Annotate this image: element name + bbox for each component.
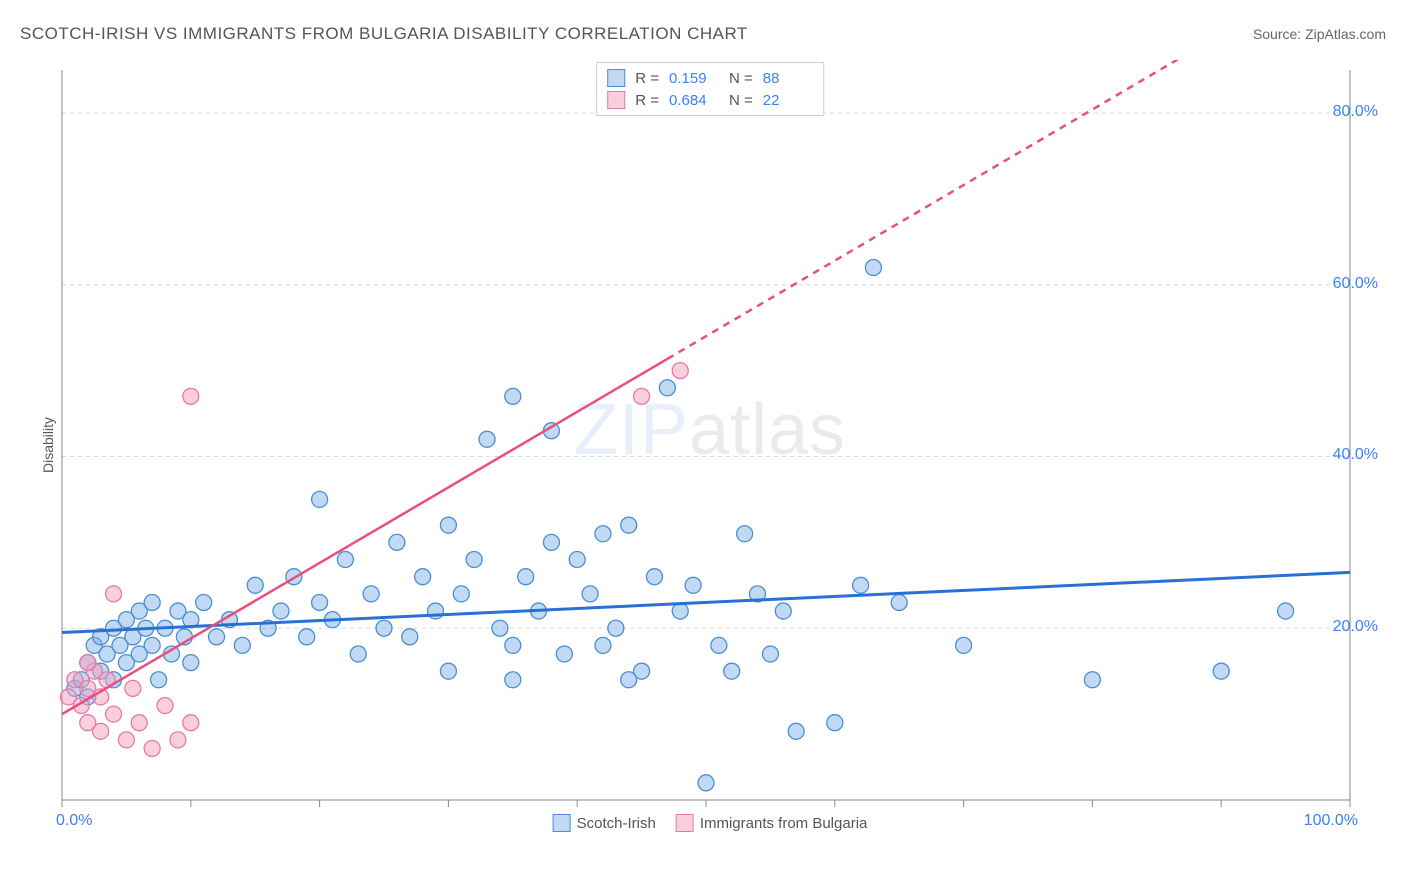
y-tick-label: 80.0%	[1333, 103, 1378, 121]
chart-area: Disability ZIPatlas R =0.159N =88R =0.68…	[50, 60, 1370, 830]
legend-item: Scotch-Irish	[553, 814, 656, 832]
stat-n-label: N =	[729, 92, 753, 109]
chart-source: Source: ZipAtlas.com	[1253, 26, 1386, 42]
stat-r-value: 0.684	[669, 92, 719, 109]
chart-title: SCOTCH-IRISH VS IMMIGRANTS FROM BULGARIA…	[20, 24, 748, 44]
series-legend: Scotch-Irish Immigrants from Bulgaria	[553, 814, 868, 832]
stat-n-value: 22	[763, 92, 813, 109]
y-tick-label: 20.0%	[1333, 618, 1378, 636]
stat-r-value: 0.159	[669, 70, 719, 87]
legend-item: Immigrants from Bulgaria	[676, 814, 868, 832]
x-tick-label: 100.0%	[1304, 812, 1358, 830]
stats-row: R = 0.159 N = 88	[607, 67, 813, 89]
x-tick-label: 0.0%	[56, 812, 92, 830]
scatter-plot	[50, 60, 1370, 830]
chart-header: SCOTCH-IRISH VS IMMIGRANTS FROM BULGARIA…	[20, 24, 1386, 44]
legend-swatch	[553, 814, 571, 832]
stat-r-label: R =	[635, 70, 659, 87]
y-tick-label: 40.0%	[1333, 446, 1378, 464]
stats-row: R = 0.684 N = 22	[607, 89, 813, 111]
stat-n-label: N =	[729, 70, 753, 87]
legend-label: Scotch-Irish	[577, 815, 656, 832]
legend-swatch	[607, 69, 625, 87]
stats-legend-box: R = 0.159 N = 88 R = 0.684 N = 22	[596, 62, 824, 116]
legend-label: Immigrants from Bulgaria	[700, 815, 868, 832]
stat-r-label: R =	[635, 92, 659, 109]
legend-swatch	[676, 814, 694, 832]
stat-n-value: 88	[763, 70, 813, 87]
y-tick-label: 60.0%	[1333, 275, 1378, 293]
legend-swatch	[607, 91, 625, 109]
